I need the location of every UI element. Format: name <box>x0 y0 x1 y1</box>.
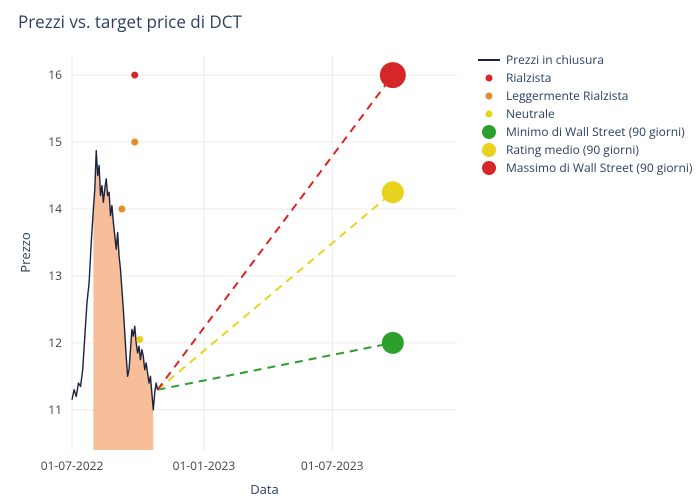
legend-swatch <box>486 111 493 118</box>
x-tick-label: 01-07-2023 <box>301 457 364 474</box>
legend-label: Neutrale <box>506 105 555 122</box>
legend-swatch <box>486 75 493 82</box>
x-tick-label: 01-01-2023 <box>173 457 236 474</box>
chart-svg: 11 12 13 14 15 16 01-07-2022 01-01-2023 01-07-20… <box>0 0 700 500</box>
chart-title: Prezzi vs. target price di DCT <box>18 10 242 33</box>
scatter-rialzista <box>131 72 138 79</box>
legend-label: Rating medio (90 giorni) <box>506 141 639 158</box>
legend-label: Rialzista <box>506 69 551 86</box>
projection-dot-massimo <box>380 62 406 88</box>
x-tick-label: 01-07-2022 <box>41 457 104 474</box>
legend-swatch <box>482 125 496 139</box>
scatter-legg_rialzista <box>131 139 138 146</box>
x-axis-label: Data <box>250 480 279 498</box>
legend: Prezzi in chiusuraRialzistaLeggermente R… <box>478 51 693 176</box>
legend-swatch <box>486 93 493 100</box>
projection-line-minimo <box>158 343 393 390</box>
legend-label: Minimo di Wall Street (90 giorni) <box>506 123 685 140</box>
y-axis-label: Prezzo <box>16 232 34 273</box>
scatter-neutrale <box>136 336 143 343</box>
projection-dot-medio <box>382 181 404 203</box>
scatter-legg_rialzista <box>118 205 125 212</box>
projection-line-medio <box>158 192 393 390</box>
y-tick-label: 13 <box>48 267 62 284</box>
projection-dot-minimo <box>382 332 404 354</box>
y-tick-label: 14 <box>48 200 62 217</box>
legend-swatch <box>482 143 496 157</box>
legend-label: Massimo di Wall Street (90 giorni) <box>506 159 693 176</box>
legend-swatch <box>482 161 496 175</box>
legend-label: Leggermente Rialzista <box>506 87 628 104</box>
y-tick-label: 12 <box>48 334 62 351</box>
legend-label: Prezzi in chiusura <box>506 51 604 68</box>
chart-container: Prezzi vs. target price di DCT 111213141… <box>0 0 700 500</box>
y-tick-label: 16 <box>48 66 62 83</box>
y-tick-label: 11 <box>48 401 62 418</box>
y-tick-label: 15 <box>48 133 62 150</box>
